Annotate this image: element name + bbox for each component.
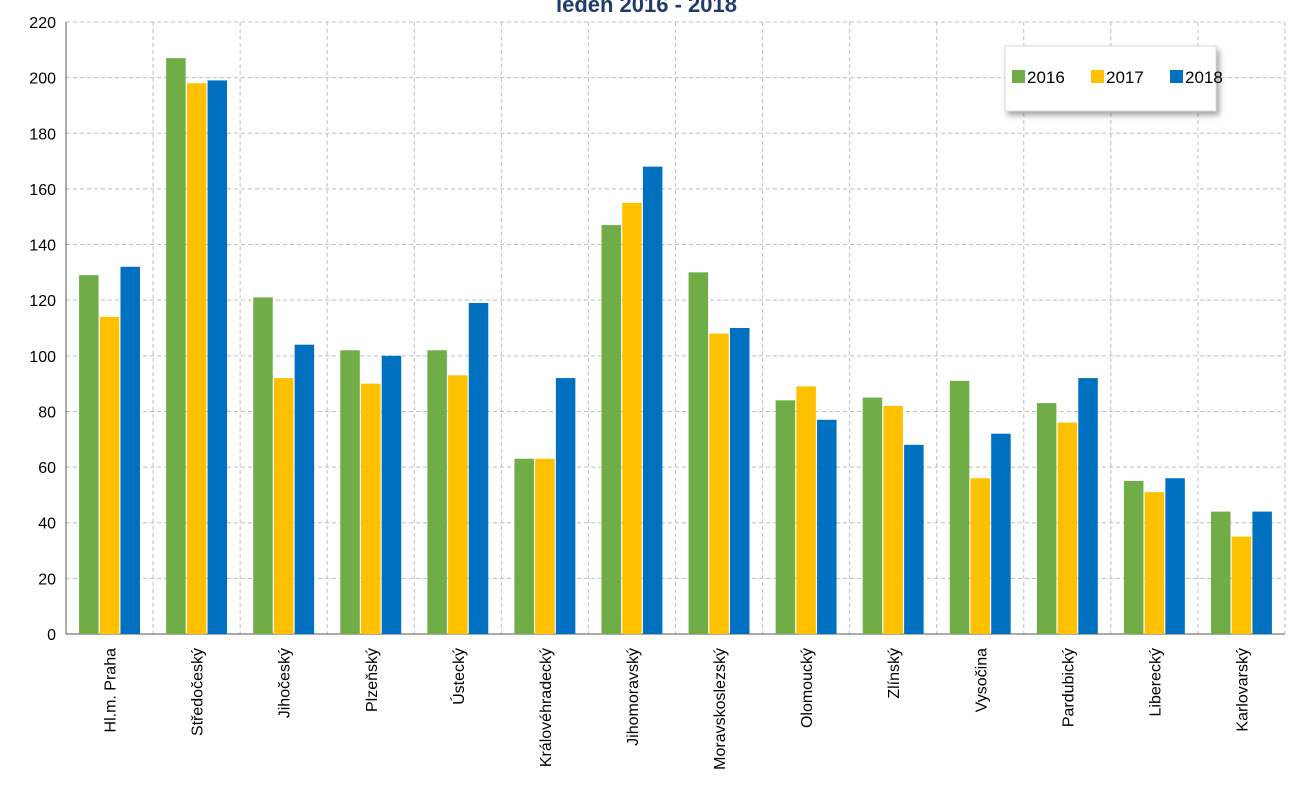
bar-2018 [1165, 478, 1185, 634]
y-tick-label: 120 [29, 293, 56, 310]
y-tick-label: 200 [29, 71, 56, 88]
x-category-label: Středočeský [190, 648, 207, 736]
bar-2017 [709, 333, 729, 634]
x-category-label: Zlínský [886, 648, 903, 699]
legend-label-2016: 2016 [1027, 68, 1065, 87]
x-category-label: Vysočina [973, 648, 990, 712]
y-tick-label: 20 [38, 571, 56, 588]
x-category-label: Hl.m. Praha [103, 648, 120, 733]
bar-2018 [207, 80, 228, 634]
x-category-label: Karlovarský [1234, 648, 1251, 732]
y-tick-label: 80 [38, 404, 56, 421]
y-tick-label: 220 [29, 15, 56, 32]
bar-2017 [99, 316, 120, 634]
y-tick-label: 160 [29, 182, 56, 199]
bar-2018 [294, 344, 315, 634]
bar-2018 [1078, 378, 1098, 634]
x-category-label: Moravskoslezský [712, 648, 729, 770]
x-category-label: Ústecký [449, 648, 468, 705]
bar-2016 [862, 397, 883, 634]
bar-2016 [427, 350, 447, 634]
bar-2018 [991, 433, 1011, 634]
bar-2018 [381, 355, 402, 634]
y-tick-label: 60 [38, 460, 56, 477]
bar-2018 [120, 266, 140, 634]
legend-label-2018: 2018 [1185, 68, 1223, 87]
bar-2017 [273, 378, 294, 634]
bar-2017 [1231, 536, 1252, 634]
chart-title: leden 2016 - 2018 [555, 0, 737, 17]
bars [79, 58, 1272, 634]
bar-2016 [775, 400, 796, 634]
bar-2017 [1057, 422, 1078, 634]
bar-2017 [796, 386, 816, 634]
legend: 2016 2017 2018 [1004, 45, 1223, 112]
bar-2016 [1123, 481, 1144, 634]
bar-2018 [904, 444, 924, 634]
y-tick-label: 40 [38, 516, 56, 533]
bar-2017 [883, 405, 903, 634]
bar-2017 [1144, 492, 1165, 634]
legend-swatch-2017 [1091, 70, 1104, 83]
bar-2017 [448, 375, 468, 634]
y-tick-label: 180 [29, 126, 56, 143]
x-category-label: Pardubický [1060, 648, 1077, 727]
bar-2016 [688, 272, 709, 634]
y-tick-label: 140 [29, 238, 56, 255]
bar-2016 [79, 275, 99, 634]
bar-2016 [1211, 511, 1231, 634]
bar-2016 [253, 297, 273, 634]
x-category-label: Olomoucký [799, 648, 816, 728]
bar-2016 [601, 225, 622, 634]
x-category-label: Královéhradecký [538, 648, 555, 767]
bar-2016 [1036, 403, 1057, 634]
x-category-label: Jihočeský [277, 648, 294, 718]
bar-2017 [970, 478, 990, 634]
bar-2016 [340, 350, 360, 634]
bar-2017 [186, 83, 207, 634]
legend-swatch-2018 [1170, 70, 1183, 83]
bar-2018 [642, 166, 663, 634]
bar-2017 [535, 458, 555, 634]
bar-2016 [514, 458, 534, 634]
bar-2016 [166, 58, 186, 634]
y-tick-label: 100 [29, 349, 56, 366]
bar-2018 [729, 328, 750, 634]
x-category-label: Liberecký [1147, 648, 1164, 716]
bar-2017 [361, 383, 381, 634]
bar-2018 [817, 419, 837, 634]
x-category-label: Jihomoravský [625, 648, 642, 746]
bar-2018 [1252, 511, 1272, 634]
gridlines [66, 21, 1286, 634]
y-tick-label: 0 [47, 627, 56, 644]
legend-swatch-2016 [1012, 70, 1025, 83]
bar-2018 [555, 378, 576, 634]
x-category-label: Plzeňský [364, 648, 381, 712]
bar-2018 [468, 302, 489, 634]
bar-2017 [622, 202, 642, 634]
axis-labels: 0 20 40 60 80 100 120 140 160 180 200 220 Hl.m. Prah… [29, 15, 1251, 770]
bar-2016 [949, 380, 970, 634]
legend-label-2017: 2017 [1106, 68, 1144, 87]
